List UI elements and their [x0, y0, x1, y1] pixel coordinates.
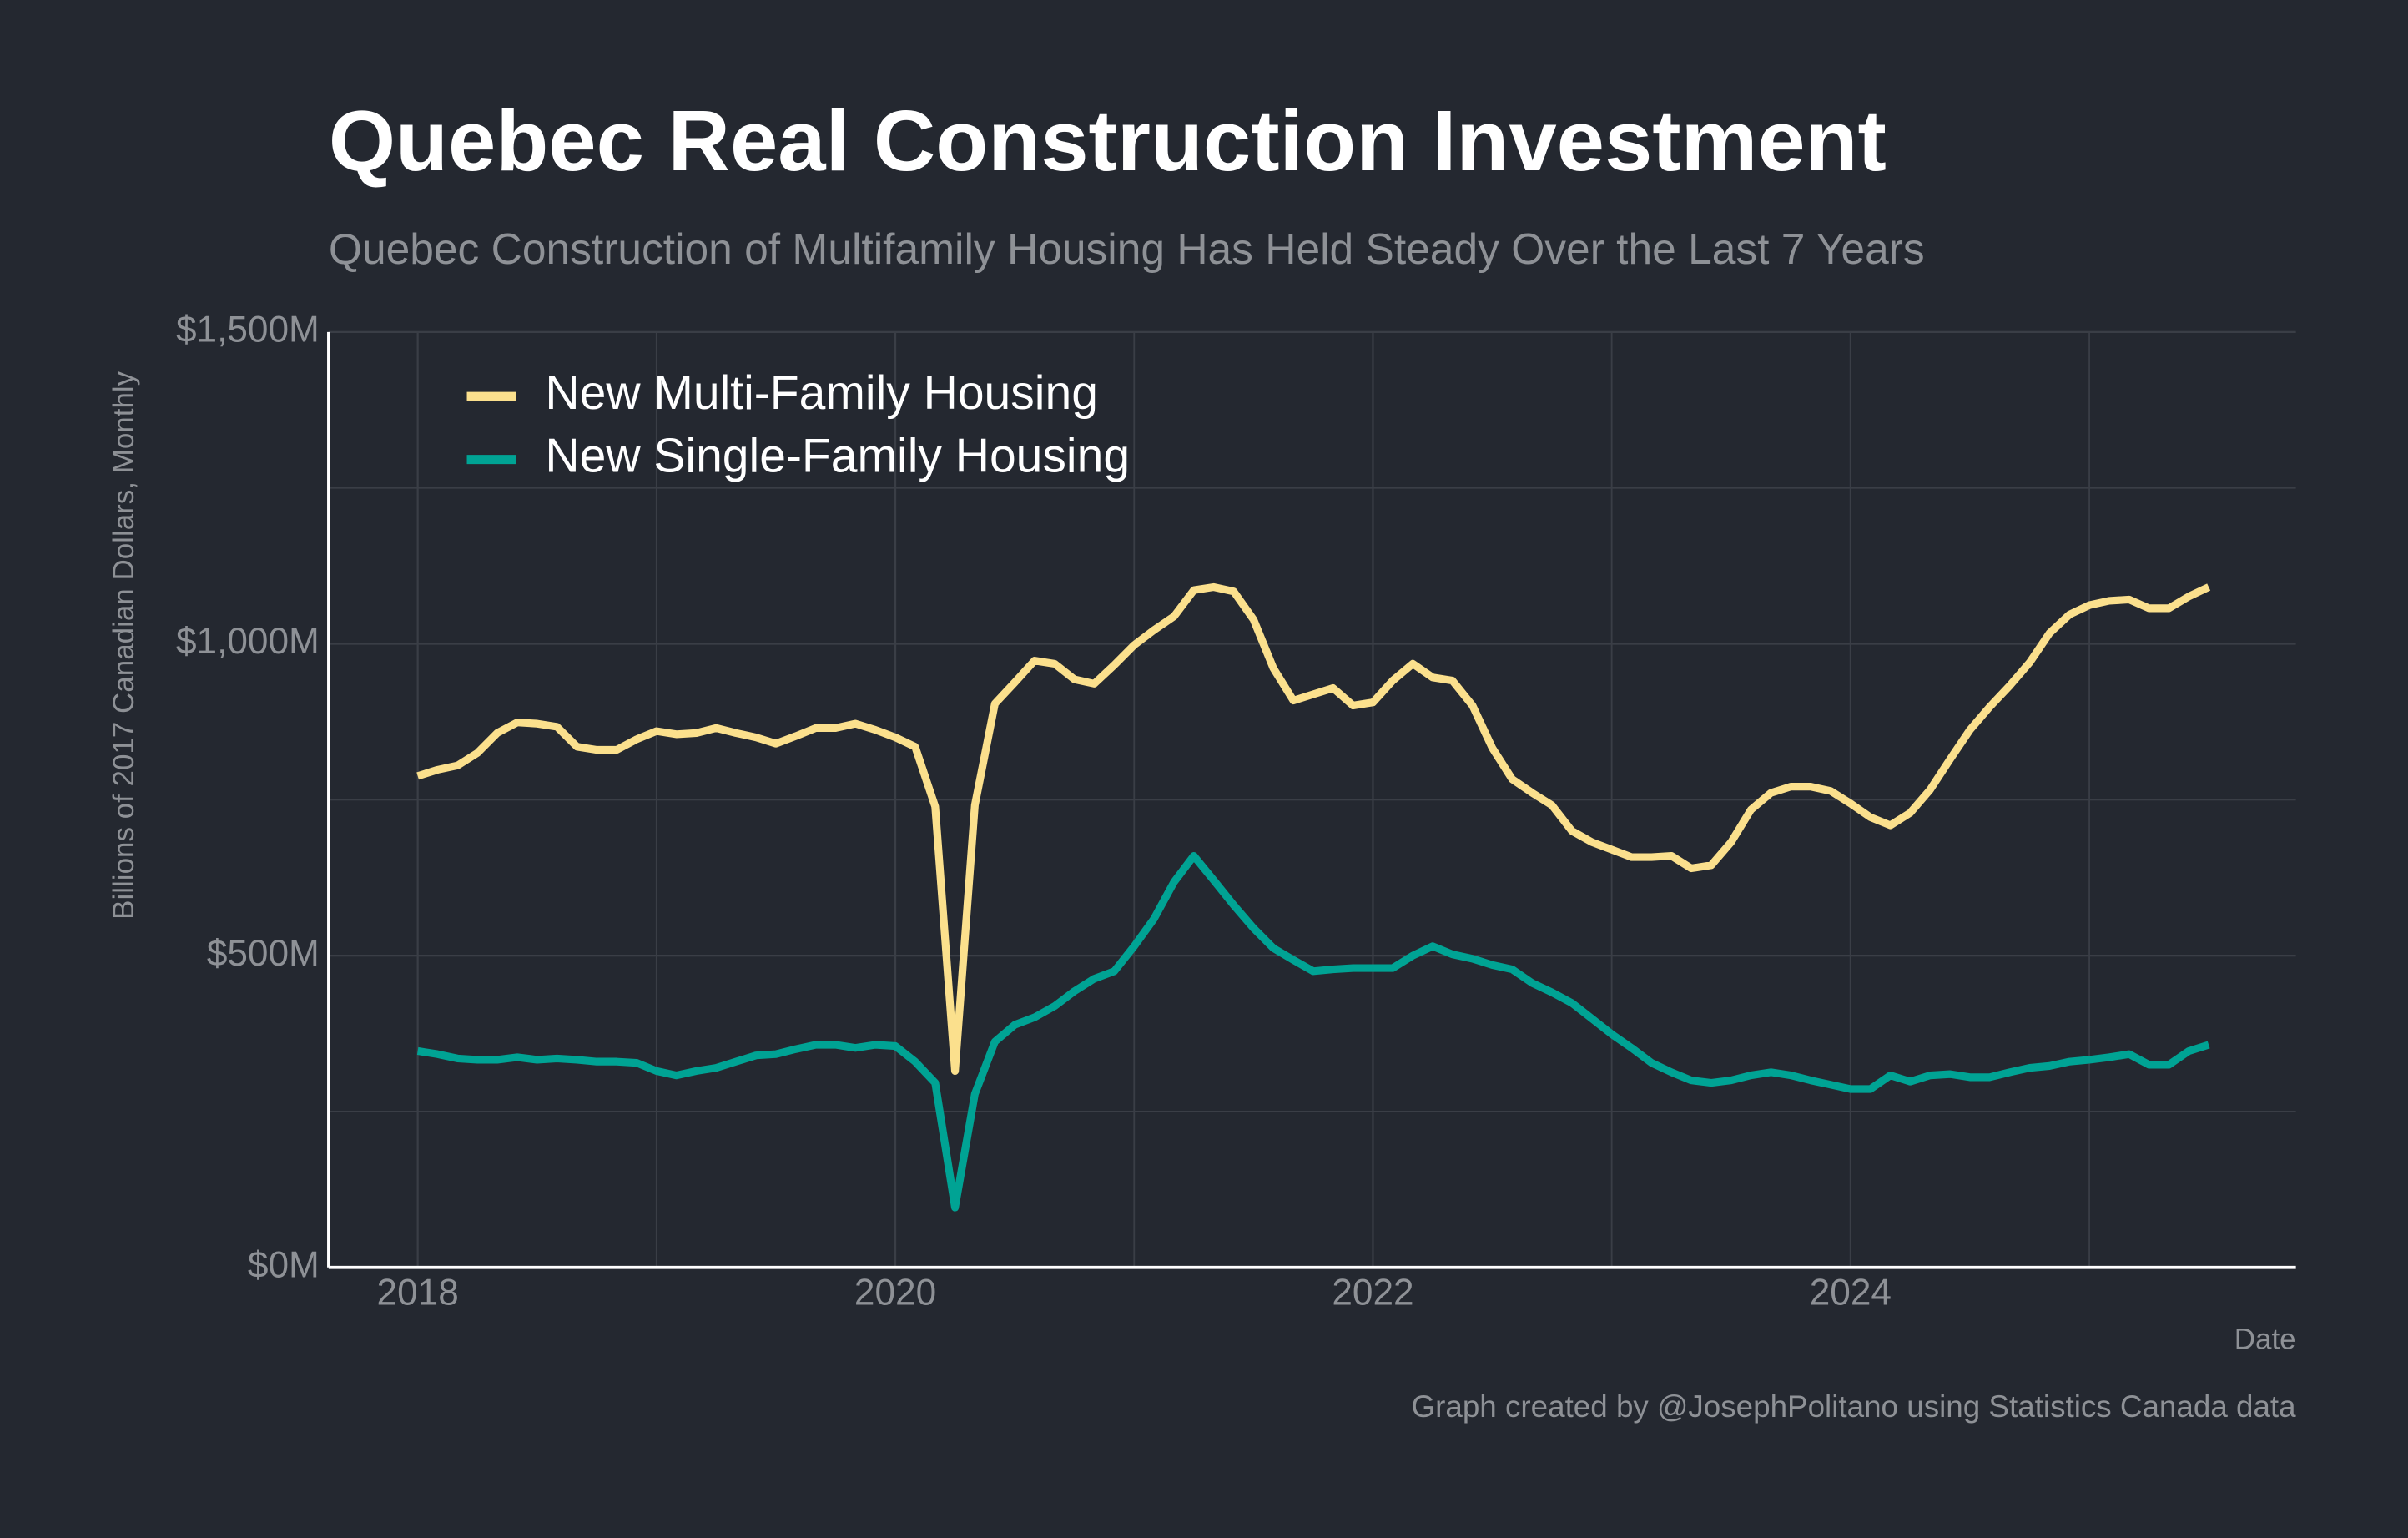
y-tick-label: $500M [207, 933, 320, 974]
legend-label: New Multi-Family Housing [545, 366, 1098, 420]
data-line [416, 851, 2210, 1212]
y-tick-label: $1,000M [176, 621, 320, 662]
legend-label: New Single-Family Housing [545, 430, 1130, 483]
y-tick-label: $1,500M [176, 310, 320, 350]
caption: Graph created by @JosephPolitano using S… [1412, 1389, 2297, 1424]
x-tick-label: 2024 [1810, 1273, 1892, 1314]
x-tick-label: 2022 [1332, 1273, 1413, 1314]
chart-title: Quebec Real Construction Investment [329, 93, 1887, 189]
x-tick-label: 2020 [854, 1273, 936, 1314]
x-tick-label: 2018 [377, 1273, 459, 1314]
x-axis-label: Date [2234, 1323, 2296, 1355]
data-line [416, 582, 2211, 1075]
y-tick-label: $0M [248, 1244, 320, 1285]
y-axis-label: Billions of 2017 Canadian Dollars, Month… [108, 371, 140, 920]
chart-subtitle: Quebec Construction of Multifamily Housi… [329, 224, 1925, 273]
